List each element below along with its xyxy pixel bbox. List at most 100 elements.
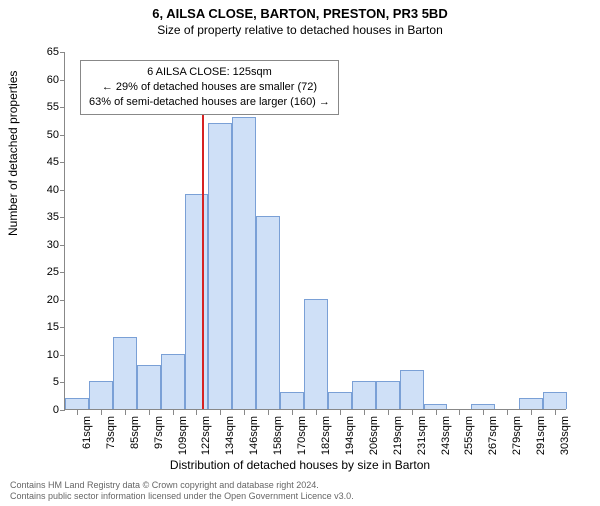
histogram-bar [328, 392, 352, 409]
x-tick-label: 279sqm [511, 416, 523, 455]
y-tick-mark [60, 52, 65, 53]
y-tick-label: 65 [35, 46, 59, 58]
x-tick-mark [196, 410, 197, 415]
y-tick-label: 40 [35, 184, 59, 196]
y-tick-label: 35 [35, 211, 59, 223]
y-tick-label: 20 [35, 294, 59, 306]
histogram-bar [137, 365, 161, 409]
x-tick-label: 97sqm [153, 416, 165, 449]
y-tick-label: 50 [35, 129, 59, 141]
x-tick-mark [388, 410, 389, 415]
x-tick-label: 303sqm [559, 416, 571, 455]
x-tick-label: 206sqm [368, 416, 380, 455]
histogram-bar [519, 398, 543, 409]
x-tick-label: 146sqm [248, 416, 260, 455]
page-subtitle: Size of property relative to detached ho… [0, 23, 600, 37]
x-tick-mark [220, 410, 221, 415]
x-tick-label: 231sqm [416, 416, 428, 455]
footer-line-1: Contains HM Land Registry data © Crown c… [10, 480, 354, 491]
info-box-line-3: 63% of semi-detached houses are larger (… [89, 95, 330, 110]
histogram-bar [424, 404, 448, 410]
y-tick-label: 30 [35, 239, 59, 251]
y-tick-mark [60, 190, 65, 191]
x-tick-label: 243sqm [440, 416, 452, 455]
histogram-bar [208, 123, 232, 409]
y-tick-mark [60, 135, 65, 136]
x-tick-mark [173, 410, 174, 415]
y-tick-mark [60, 327, 65, 328]
histogram-bar [65, 398, 89, 409]
x-tick-label: 194sqm [344, 416, 356, 455]
y-tick-mark [60, 107, 65, 108]
histogram-bar [256, 216, 280, 409]
y-tick-mark [60, 217, 65, 218]
y-tick-mark [60, 272, 65, 273]
histogram-bar [376, 381, 400, 409]
x-tick-mark [364, 410, 365, 415]
x-tick-label: 182sqm [320, 416, 332, 455]
histogram-bar [185, 194, 209, 409]
histogram-bar [232, 117, 256, 409]
info-box-line-1: 6 AILSA CLOSE: 125sqm [89, 65, 330, 80]
x-tick-label: 109sqm [177, 416, 189, 455]
y-tick-mark [60, 355, 65, 356]
x-tick-label: 291sqm [535, 416, 547, 455]
info-box: 6 AILSA CLOSE: 125sqm ← 29% of detached … [80, 60, 339, 115]
x-tick-label: 73sqm [105, 416, 117, 449]
x-tick-label: 255sqm [463, 416, 475, 455]
x-tick-label: 267sqm [487, 416, 499, 455]
y-tick-mark [60, 245, 65, 246]
x-tick-label: 158sqm [272, 416, 284, 455]
y-tick-mark [60, 410, 65, 411]
x-tick-label: 134sqm [224, 416, 236, 455]
y-tick-label: 60 [35, 74, 59, 86]
x-tick-mark [507, 410, 508, 415]
histogram-bar [471, 404, 495, 410]
x-tick-label: 122sqm [200, 416, 212, 455]
y-tick-mark [60, 382, 65, 383]
x-tick-mark [244, 410, 245, 415]
histogram-bar [280, 392, 304, 409]
x-tick-mark [101, 410, 102, 415]
y-tick-label: 15 [35, 321, 59, 333]
y-tick-label: 5 [35, 376, 59, 388]
histogram-bar [543, 392, 567, 409]
y-axis-label: Number of detached properties [6, 71, 20, 236]
histogram-bar [89, 381, 113, 409]
x-tick-mark [555, 410, 556, 415]
histogram-bar [400, 370, 424, 409]
x-tick-label: 219sqm [392, 416, 404, 455]
y-tick-mark [60, 300, 65, 301]
y-tick-label: 25 [35, 266, 59, 278]
marker-line [202, 115, 204, 409]
x-tick-label: 85sqm [129, 416, 141, 449]
page-title: 6, AILSA CLOSE, BARTON, PRESTON, PR3 5BD [0, 6, 600, 21]
y-tick-mark [60, 80, 65, 81]
x-tick-mark [149, 410, 150, 415]
x-tick-mark [77, 410, 78, 415]
x-tick-mark [436, 410, 437, 415]
footer-attribution: Contains HM Land Registry data © Crown c… [10, 480, 354, 503]
histogram-bar [352, 381, 376, 409]
y-tick-mark [60, 162, 65, 163]
y-tick-label: 0 [35, 404, 59, 416]
histogram-bar [113, 337, 137, 409]
x-tick-label: 170sqm [296, 416, 308, 455]
footer-line-2: Contains public sector information licen… [10, 491, 354, 502]
x-tick-mark [459, 410, 460, 415]
histogram-bar [161, 354, 185, 409]
x-axis-label: Distribution of detached houses by size … [0, 458, 600, 472]
y-tick-label: 45 [35, 156, 59, 168]
y-tick-label: 10 [35, 349, 59, 361]
x-tick-label: 61sqm [81, 416, 93, 449]
x-tick-mark [316, 410, 317, 415]
y-tick-label: 55 [35, 101, 59, 113]
x-tick-mark [412, 410, 413, 415]
x-tick-mark [531, 410, 532, 415]
x-tick-mark [483, 410, 484, 415]
x-tick-mark [340, 410, 341, 415]
info-box-line-2: ← 29% of detached houses are smaller (72… [89, 80, 330, 95]
histogram-bar [304, 299, 328, 409]
x-tick-mark [292, 410, 293, 415]
x-tick-mark [125, 410, 126, 415]
